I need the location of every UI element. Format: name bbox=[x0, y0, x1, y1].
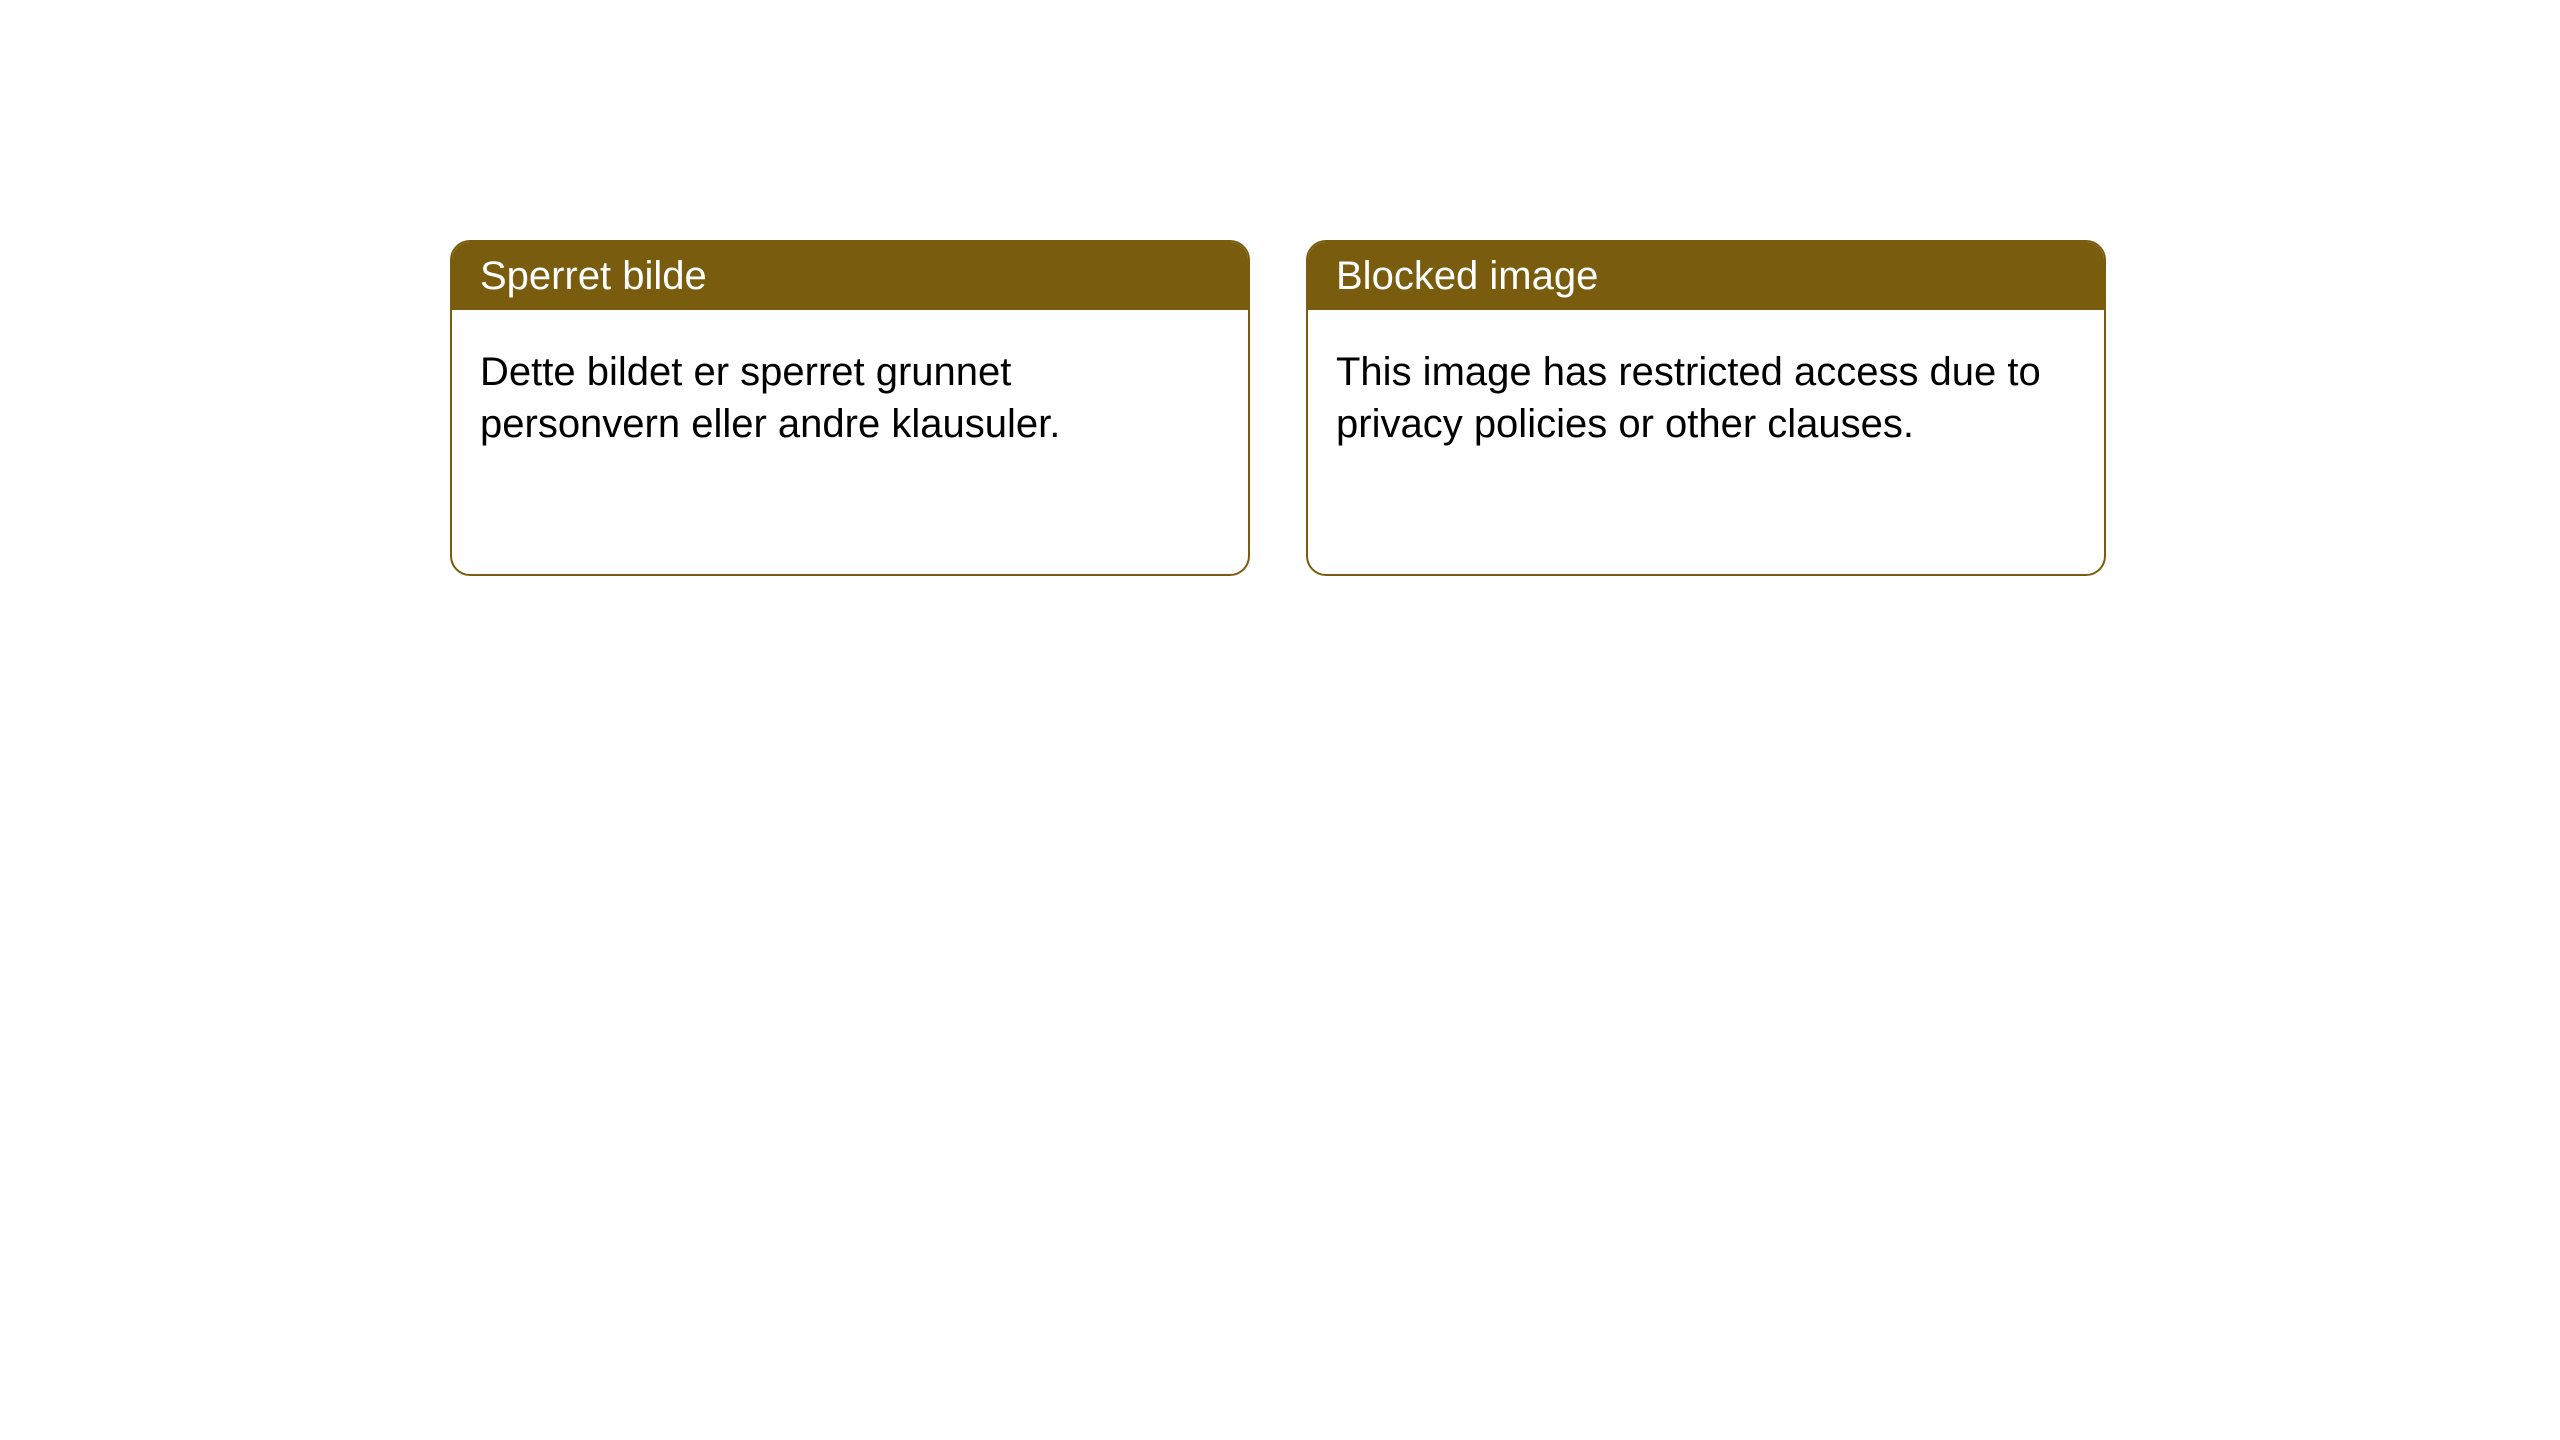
notice-title-norwegian: Sperret bilde bbox=[452, 242, 1248, 310]
notice-body-english: This image has restricted access due to … bbox=[1308, 310, 2104, 486]
notice-body-norwegian: Dette bildet er sperret grunnet personve… bbox=[452, 310, 1248, 486]
notice-title-english: Blocked image bbox=[1308, 242, 2104, 310]
notice-container: Sperret bilde Dette bildet er sperret gr… bbox=[0, 0, 2560, 576]
notice-card-norwegian: Sperret bilde Dette bildet er sperret gr… bbox=[450, 240, 1250, 576]
notice-card-english: Blocked image This image has restricted … bbox=[1306, 240, 2106, 576]
